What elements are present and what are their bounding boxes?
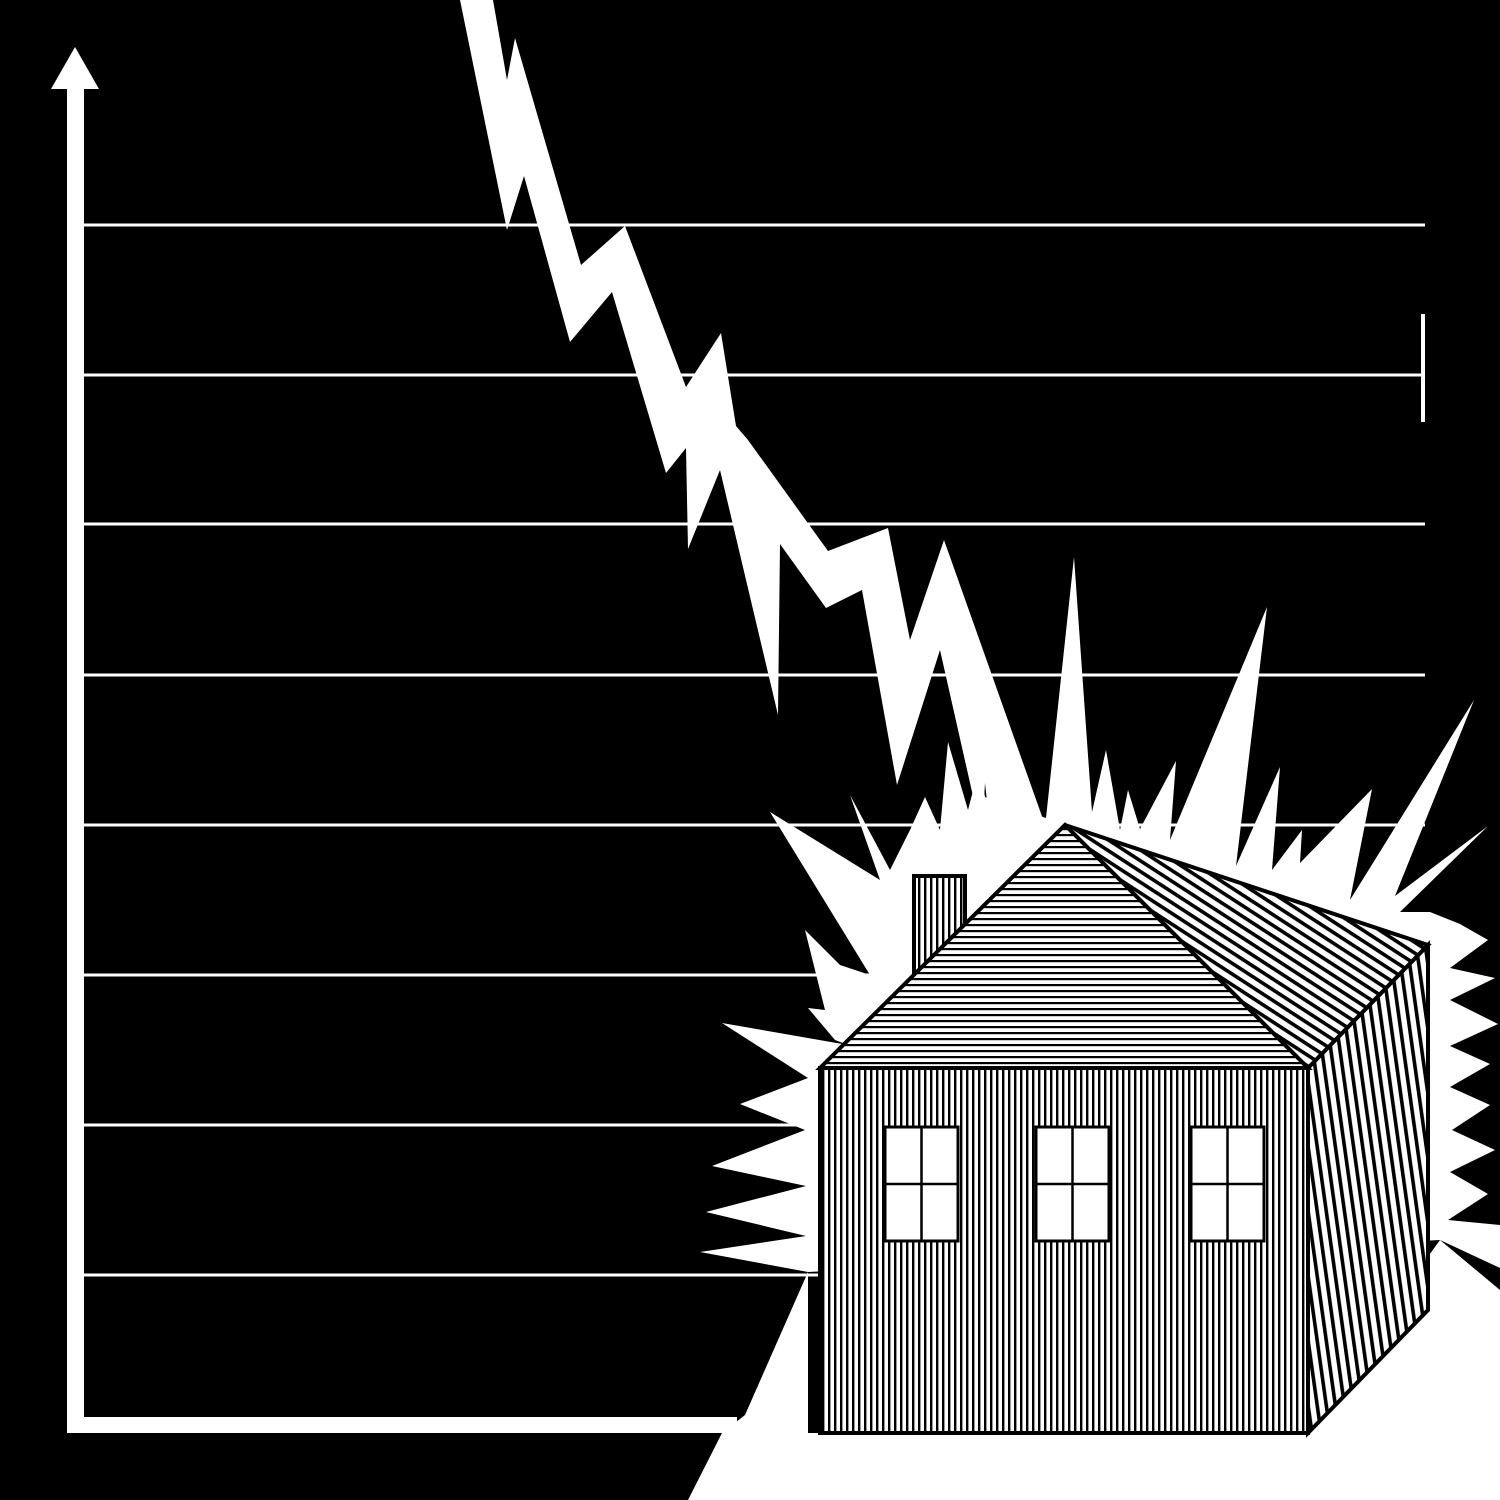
window [1189,1125,1266,1243]
window [1034,1125,1111,1243]
up-arrow-icon [51,47,99,89]
x-axis [67,1417,737,1433]
axes [51,47,737,1433]
house-front-wall [818,1066,1310,1435]
house-icon [815,822,1432,1438]
lightning-bolt-icon [460,0,1044,836]
grid-edge-mark [1421,314,1425,422]
window [883,1125,960,1243]
y-axis [67,85,84,1433]
